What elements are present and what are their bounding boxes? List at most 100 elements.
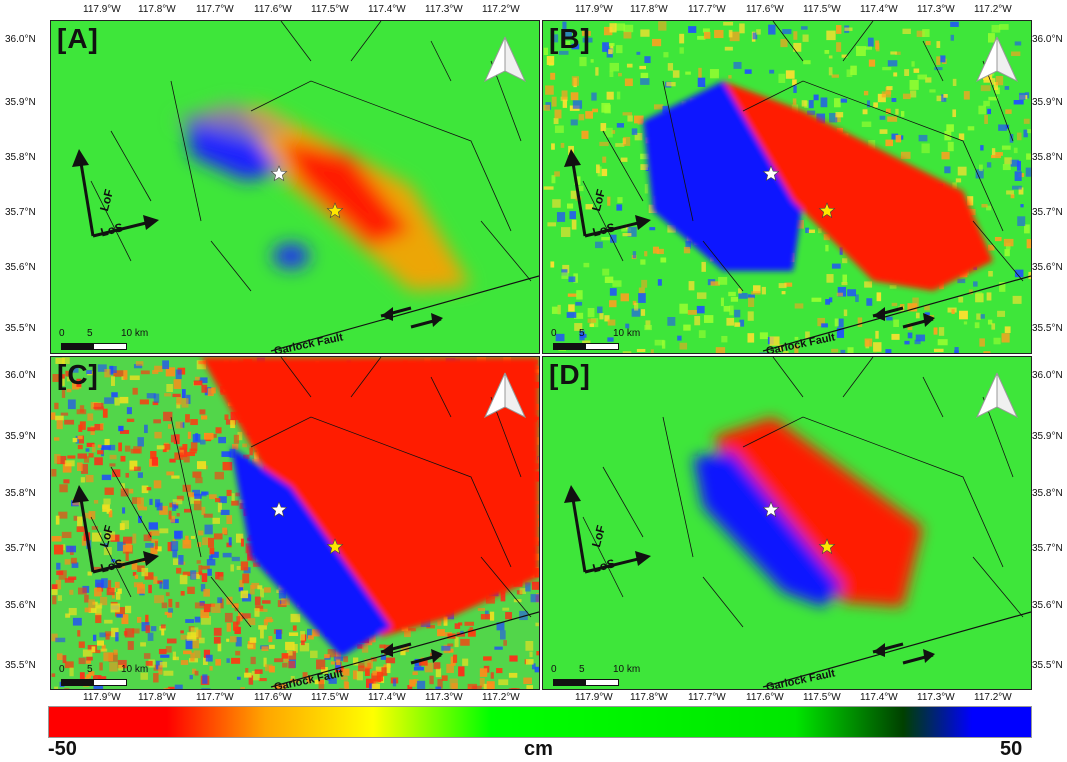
longitude-tick-label: 117.2°W [974, 692, 1012, 703]
latitude-tick-label: 35.8°N [5, 152, 36, 163]
scale-label-0: 0 [551, 664, 557, 675]
longitude-tick-label: 117.8°W [138, 4, 176, 15]
panel-label: [A] [57, 23, 99, 54]
scale-label-5: 5 [579, 664, 585, 675]
longitude-tick-label: 117.7°W [196, 4, 234, 15]
north-arrow-icon [483, 371, 527, 421]
deformation-lobes [693, 417, 923, 607]
map-panel-a: [A] LoF LoS Garlock Fault 0 5 10 km [50, 20, 540, 354]
longitude-tick-label: 117.6°W [746, 4, 784, 15]
longitude-tick-label: 117.9°W [83, 692, 121, 703]
longitude-tick-label: 117.2°W [482, 692, 520, 703]
latitude-tick-label: 35.9°N [5, 97, 36, 108]
panel-label: [D] [549, 359, 591, 390]
epicenter-star-yellow [818, 538, 836, 555]
deformation-map [543, 357, 1031, 689]
deformation-map [51, 21, 539, 353]
longitude-tick-label: 117.9°W [83, 4, 121, 15]
satellite-geometry-arrows [564, 149, 651, 238]
latitude-tick-label: 35.7°N [1032, 543, 1063, 554]
colorbar-min-label: -50 [48, 738, 77, 760]
latitude-tick-label: 35.5°N [5, 323, 36, 334]
fault-lines [90, 357, 539, 688]
longitude-tick-label: 117.8°W [630, 692, 668, 703]
satellite-geometry-arrows [564, 485, 651, 574]
colorbar-max-label: 50 [1000, 738, 1023, 760]
epicenter-star-yellow [326, 202, 344, 219]
longitude-tick-label: 117.5°W [311, 4, 349, 15]
deformation-map [543, 21, 1031, 353]
latitude-tick-label: 35.9°N [1032, 97, 1063, 108]
latitude-tick-label: 35.5°N [1032, 323, 1063, 334]
scale-label-0: 0 [59, 664, 65, 675]
deformation-lobes [201, 357, 539, 657]
map-panel-b: [B] LoF LoS Garlock Fault 0 5 10 km [542, 20, 1032, 354]
longitude-tick-label: 117.8°W [138, 692, 176, 703]
scale-bar [61, 343, 127, 350]
scale-bar [61, 679, 127, 686]
longitude-tick-label: 117.2°W [482, 4, 520, 15]
longitude-tick-label: 117.4°W [860, 4, 898, 15]
colorbar-unit-label: cm [524, 738, 553, 760]
latitude-tick-label: 36.0°N [1032, 370, 1063, 381]
panel-label: [B] [549, 23, 591, 54]
longitude-tick-label: 117.6°W [254, 692, 292, 703]
fault-motion-arrows [872, 642, 935, 665]
longitude-tick-label: 117.3°W [917, 692, 955, 703]
map-panel-c: [C] LoF LoS Garlock Fault 0 5 10 km [50, 356, 540, 690]
latitude-tick-label: 35.7°N [5, 207, 36, 218]
epicenter-star-white [762, 501, 780, 518]
map-panel-d: [D] LoF LoS Garlock Fault 0 5 10 km [542, 356, 1032, 690]
satellite-geometry-arrows [72, 149, 159, 238]
latitude-tick-label: 35.7°N [5, 543, 36, 554]
scale-label-5: 5 [87, 664, 93, 675]
fault-motion-arrows [380, 642, 443, 665]
scale-label-5: 5 [87, 328, 93, 339]
longitude-tick-label: 117.9°W [575, 692, 613, 703]
epicenter-star-yellow [326, 538, 344, 555]
latitude-tick-label: 35.5°N [1032, 660, 1063, 671]
latitude-tick-label: 35.6°N [5, 262, 36, 273]
scale-label-0: 0 [59, 328, 65, 339]
latitude-tick-label: 35.8°N [1032, 488, 1063, 499]
longitude-tick-label: 117.4°W [368, 692, 406, 703]
deformation-lobes [643, 81, 993, 291]
colorbar [48, 706, 1032, 738]
longitude-tick-label: 117.5°W [803, 4, 841, 15]
longitude-tick-label: 117.3°W [425, 692, 463, 703]
panel-label: [C] [57, 359, 99, 390]
fault-lines [582, 21, 1031, 352]
longitude-tick-label: 117.2°W [974, 4, 1012, 15]
epicenter-star-white [762, 165, 780, 182]
deformation-lobes [171, 101, 471, 291]
scale-bar [553, 343, 619, 350]
latitude-tick-label: 36.0°N [5, 370, 36, 381]
scale-label-5: 5 [579, 328, 585, 339]
longitude-tick-label: 117.4°W [860, 692, 898, 703]
noise-speckle [543, 21, 1031, 353]
latitude-tick-label: 36.0°N [5, 34, 36, 45]
longitude-tick-label: 117.6°W [254, 4, 292, 15]
longitude-tick-label: 117.4°W [368, 4, 406, 15]
epicenter-star-white [270, 501, 288, 518]
scale-label-10: 10 km [121, 664, 149, 675]
scale-bar [553, 679, 619, 686]
fault-lines [90, 21, 539, 352]
north-arrow-icon [975, 371, 1019, 421]
latitude-tick-label: 35.5°N [5, 660, 36, 671]
latitude-tick-label: 35.6°N [5, 600, 36, 611]
epicenter-star-white [270, 165, 288, 182]
scale-label-10: 10 km [121, 328, 149, 339]
scale-label-10: 10 km [613, 664, 641, 675]
scale-label-10: 10 km [613, 328, 641, 339]
latitude-tick-label: 36.0°N [1032, 34, 1063, 45]
north-arrow-icon [483, 35, 527, 85]
fault-motion-arrows [872, 306, 935, 329]
scale-label-0: 0 [551, 328, 557, 339]
longitude-tick-label: 117.8°W [630, 4, 668, 15]
latitude-tick-label: 35.7°N [1032, 207, 1063, 218]
north-arrow-icon [975, 35, 1019, 85]
longitude-tick-label: 117.9°W [575, 4, 613, 15]
longitude-tick-label: 117.5°W [311, 692, 349, 703]
latitude-tick-label: 35.8°N [5, 488, 36, 499]
